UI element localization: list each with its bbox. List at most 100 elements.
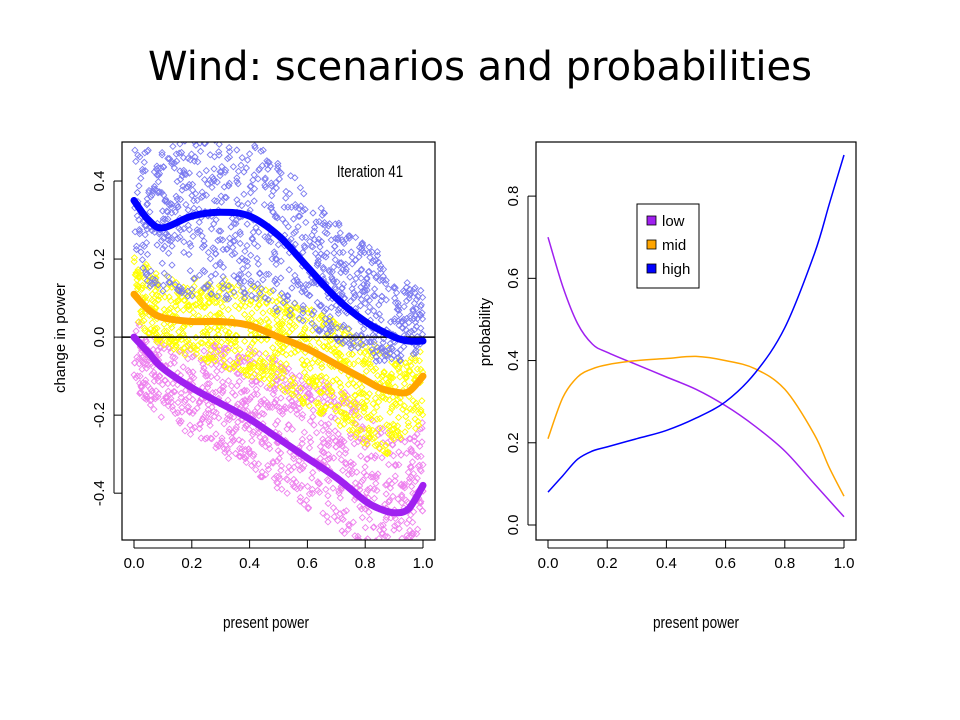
low-scenario-point	[219, 386, 227, 395]
low-scenario-point	[381, 481, 390, 489]
mid-scenario-point	[278, 348, 286, 356]
high-scenario-point	[373, 347, 381, 355]
high-scenario-point	[204, 180, 212, 188]
left-y-tick-label: 0.2	[91, 249, 108, 270]
low-scenario-point	[140, 394, 149, 402]
high-scenario-point	[295, 314, 303, 322]
mid-scenario-point	[354, 426, 362, 434]
mid-scenario-point	[346, 395, 354, 404]
low-scenario-point	[181, 349, 189, 357]
low-scenario-point	[159, 396, 167, 405]
high-scenario-point	[168, 242, 176, 250]
high-scenario-point	[233, 177, 241, 185]
high-scenario-point	[225, 143, 233, 152]
mid-scenario-point	[255, 363, 263, 372]
low-scenario-point	[142, 338, 151, 346]
mid-scenario-point	[361, 360, 369, 368]
low-scenario-point	[252, 465, 260, 474]
high-scenario-point	[398, 317, 406, 325]
high-scenario-point	[272, 304, 280, 312]
high-scenario-point	[207, 290, 215, 298]
high-scenario-point	[339, 339, 348, 347]
high-scenario-point	[243, 156, 252, 164]
low-scenario-point	[382, 513, 391, 521]
y-axis-label: change in power	[52, 283, 69, 393]
low-scenario-point	[320, 457, 328, 466]
high-scenario-point	[219, 133, 225, 139]
low-scenario-point	[277, 394, 285, 402]
mid-scenario-point	[233, 332, 241, 340]
low-scenario-point	[293, 485, 301, 493]
high-scenario-point	[324, 222, 333, 230]
low-scenario-point	[398, 534, 406, 540]
mid-scenario-point	[365, 390, 374, 398]
low-scenario-point	[413, 453, 422, 461]
low-scenario-point	[307, 438, 315, 446]
high-scenario-point	[180, 238, 188, 246]
low-scenario-point	[132, 327, 140, 335]
high-scenario-point	[132, 242, 141, 250]
mid-scenario-point	[276, 359, 285, 368]
low-scenario-point	[258, 409, 266, 418]
mid-scenario-point	[417, 406, 425, 414]
low-scenario-point	[361, 463, 369, 471]
mid-scenario-point	[320, 319, 328, 328]
low-scenario-point	[368, 470, 376, 478]
high-scenario-point	[348, 260, 356, 268]
high-scenario-point	[159, 281, 168, 289]
low-scenario-point	[166, 360, 175, 368]
high-scenario-point	[224, 282, 233, 290]
high-scenario-point	[188, 285, 196, 294]
mid-scenario-point	[151, 287, 160, 295]
left-y-tick-label: 0.0	[91, 327, 108, 348]
mid-scenario-point	[346, 402, 355, 410]
low-scenario-point	[135, 360, 143, 368]
low-scenario-point	[151, 395, 159, 403]
mid-scenario-point	[371, 441, 379, 450]
annotation-label: Iteration 41	[337, 163, 403, 182]
mid-scenario-point	[396, 373, 404, 381]
low-scenario-point	[252, 377, 261, 386]
mid-scenario-point	[196, 298, 204, 306]
high-scenario-point	[153, 171, 161, 179]
high-scenario-point	[279, 299, 287, 307]
low-scenario-point	[271, 420, 280, 429]
high-scenario-point	[348, 285, 356, 293]
low-scenario-point	[136, 389, 144, 398]
mid-scenario-point	[281, 309, 289, 317]
high-scenario-point	[236, 277, 245, 285]
mid-scenario-point	[322, 373, 330, 382]
high-scenario-point	[345, 339, 353, 348]
high-scenario-point	[373, 248, 381, 256]
high-scenario-point	[236, 228, 244, 236]
low-scenario-point	[177, 393, 185, 402]
mid-scenario-point	[192, 350, 201, 358]
high-scenario-point	[400, 288, 409, 297]
low-scenario-point	[155, 372, 164, 380]
high-scenario-point	[188, 191, 196, 200]
low-scenario-point	[351, 406, 359, 415]
mid-scenario-point	[196, 294, 204, 303]
high-scenario-point	[146, 208, 154, 216]
mid-scenario-point	[133, 285, 142, 293]
mid-scenario-point	[299, 361, 308, 369]
low-scenario-point	[185, 393, 193, 401]
low-scenario-point	[382, 490, 390, 498]
low-scenario-point	[141, 376, 150, 384]
low-scenario-point	[251, 408, 259, 416]
mid-scenario-point	[250, 362, 258, 370]
low-scenario-point	[290, 452, 298, 460]
low-scenario-point	[341, 449, 349, 457]
mid-scenario-point	[260, 362, 269, 371]
high-scenario-point	[201, 267, 209, 276]
high-scenario-point	[238, 201, 246, 210]
mid-scenario-point	[288, 382, 297, 390]
low-scenario-point	[204, 401, 212, 409]
high-scenario-point	[264, 233, 272, 242]
low-scenario-point	[175, 416, 183, 425]
low-scenario-point	[212, 361, 220, 369]
high-scenario-point	[266, 204, 275, 212]
high-scenario-point	[415, 310, 424, 318]
high-scenario-point	[190, 204, 198, 212]
high-scenario-point	[282, 219, 290, 227]
